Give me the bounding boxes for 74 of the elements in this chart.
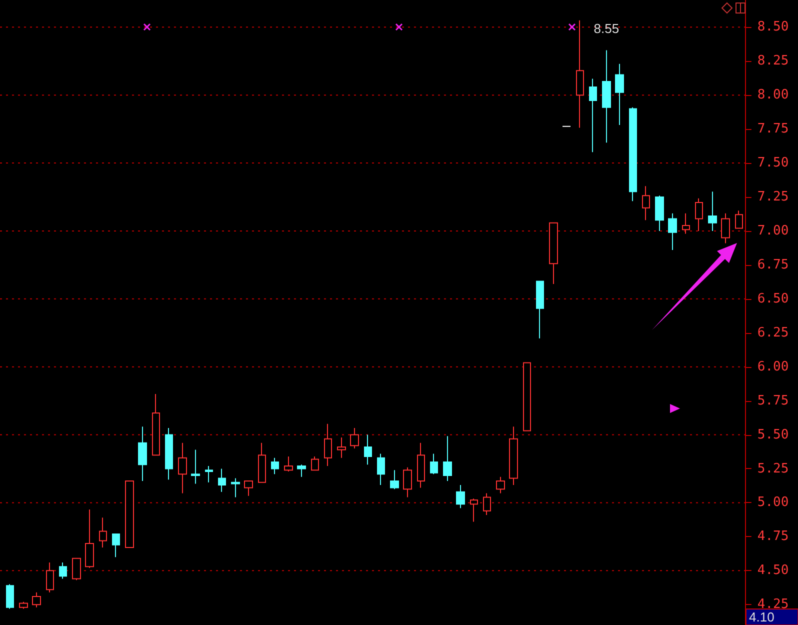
candlestick	[337, 437, 346, 458]
candlestick	[443, 436, 452, 482]
candlestick	[456, 484, 465, 509]
candlestick	[231, 478, 240, 498]
candlestick	[377, 453, 385, 486]
candlestick	[205, 466, 213, 483]
y-tick-label: 8.25	[757, 54, 789, 69]
candlestick	[483, 492, 491, 516]
candlestick	[602, 50, 611, 144]
candlestick	[364, 434, 372, 466]
annotation: 8.55	[594, 20, 620, 36]
y-tick-label: 7.75	[757, 122, 789, 137]
candlestick	[509, 426, 518, 486]
candlestick	[430, 453, 438, 475]
candlestick	[218, 468, 226, 492]
candlestick	[708, 191, 717, 232]
candlestick	[655, 195, 664, 232]
candlestick	[19, 601, 28, 610]
candlestick	[417, 442, 425, 488]
candlestick	[46, 562, 54, 593]
text: 4.10	[749, 610, 774, 624]
candlestick	[735, 210, 743, 229]
candlestick	[549, 222, 558, 284]
candlestick	[668, 212, 677, 250]
candlestick	[324, 423, 332, 467]
y-tick-label: 5.50	[757, 427, 789, 442]
candlestick	[589, 78, 597, 153]
y-tick-label: 4.75	[757, 529, 789, 544]
candlestick	[244, 480, 253, 496]
candlestick	[629, 106, 637, 202]
candlestick	[85, 509, 94, 568]
candlestick	[138, 426, 147, 482]
y-tick-label: 8.50	[757, 20, 789, 35]
candlestick	[615, 63, 624, 126]
y-tick-label: 7.25	[757, 190, 789, 205]
y-tick-label: 5.25	[757, 461, 789, 476]
candlestick	[523, 362, 531, 432]
y-tick-label: 6.25	[757, 325, 789, 340]
candlestick	[297, 464, 306, 478]
candlestick	[682, 212, 690, 234]
candlestick	[99, 517, 107, 548]
candlestick	[721, 212, 730, 244]
y-tick-label: 6.75	[757, 257, 789, 272]
candlestick	[271, 457, 279, 475]
candlestick	[311, 456, 319, 471]
candlestick	[178, 442, 187, 494]
y-tick-label: 4.25	[757, 597, 789, 612]
candlestick	[32, 592, 41, 608]
y-tick-label: 4.50	[757, 563, 789, 578]
y-tick-label: 6.00	[757, 359, 789, 374]
y-tick-label: 7.50	[757, 156, 789, 171]
y-tick-label: 5.75	[757, 393, 789, 408]
candlestick	[642, 186, 650, 221]
candlestick	[125, 480, 134, 548]
candlestick	[191, 449, 200, 484]
candlestick	[695, 198, 703, 232]
candlestick	[470, 498, 478, 522]
candlestick	[6, 584, 14, 610]
candlestick	[496, 476, 505, 494]
candlestick	[258, 442, 266, 483]
candlestick	[59, 562, 67, 580]
y-tick-label: 6.50	[757, 291, 789, 306]
y-tick-label: 7.00	[757, 223, 789, 238]
candlestick	[284, 456, 293, 472]
candlestick	[390, 470, 399, 490]
candlestick	[152, 394, 160, 456]
candlestick	[112, 533, 120, 558]
candlestick	[536, 280, 544, 339]
candlestick	[165, 427, 173, 480]
y-tick-label: 5.00	[757, 495, 789, 510]
y-tick-label: 8.00	[757, 88, 789, 103]
candlestick	[72, 558, 81, 581]
candlestick	[403, 466, 412, 498]
candlestick	[350, 427, 359, 449]
